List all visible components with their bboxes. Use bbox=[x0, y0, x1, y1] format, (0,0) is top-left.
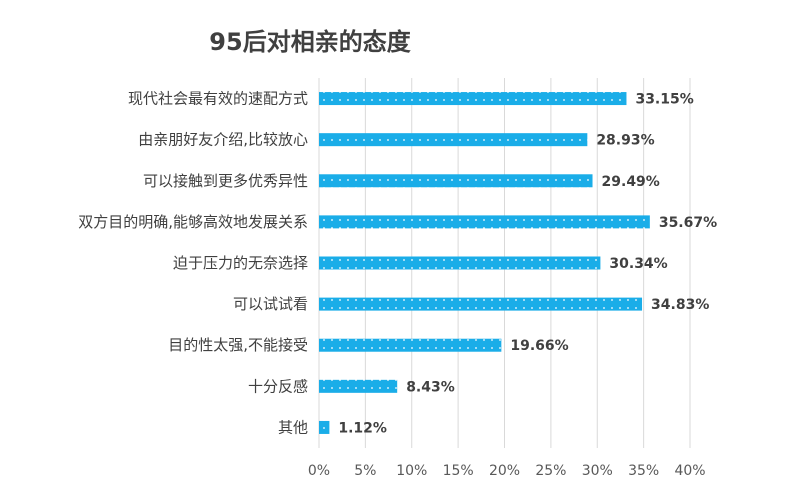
bar bbox=[319, 92, 627, 106]
data-label: 28.93% bbox=[596, 133, 654, 149]
category-label: 十分反感 bbox=[248, 377, 308, 395]
x-tick-label: 25% bbox=[535, 463, 566, 479]
bar bbox=[319, 420, 330, 434]
x-tick-label: 30% bbox=[582, 463, 613, 479]
category-label: 目的性太强,不能接受 bbox=[168, 336, 308, 354]
labels: 0% 5% 10% 15% 20% 25% 30% 35% 40% 现代社会最有效的速配方式 33.… bbox=[78, 90, 717, 479]
bars bbox=[319, 92, 650, 434]
bar bbox=[319, 379, 398, 393]
x-tick-label: 35% bbox=[628, 463, 659, 479]
category-label: 由亲朋好友介绍,比较放心 bbox=[138, 131, 308, 149]
x-tick-label: 40% bbox=[674, 463, 705, 479]
data-label: 35.67% bbox=[659, 215, 717, 231]
category-label: 双方目的明确,能够高效地发展关系 bbox=[78, 213, 308, 231]
x-tick-label: 15% bbox=[443, 463, 474, 479]
data-label: 19.66% bbox=[510, 338, 568, 354]
x-tick-label: 5% bbox=[354, 463, 376, 479]
chart-title: 95后对相亲的态度 bbox=[209, 28, 411, 56]
x-tick-label: 0% bbox=[308, 463, 330, 479]
data-label: 30.34% bbox=[609, 256, 667, 272]
bar bbox=[319, 215, 650, 229]
data-label: 29.49% bbox=[602, 174, 660, 190]
data-label: 8.43% bbox=[406, 379, 455, 395]
data-label: 34.83% bbox=[651, 297, 709, 313]
data-label: 1.12% bbox=[338, 420, 387, 436]
category-label: 可以接触到更多优秀异性 bbox=[143, 172, 308, 190]
category-label: 现代社会最有效的速配方式 bbox=[128, 90, 308, 108]
bar bbox=[319, 174, 593, 188]
bar bbox=[319, 338, 502, 352]
category-label: 迫于压力的无奈选择 bbox=[173, 254, 308, 272]
x-tick-label: 20% bbox=[489, 463, 520, 479]
x-tick-label: 10% bbox=[396, 463, 427, 479]
bar bbox=[319, 297, 643, 311]
category-label: 其他 bbox=[278, 418, 308, 436]
bar bbox=[319, 256, 601, 270]
bar bbox=[319, 133, 588, 147]
data-label: 33.15% bbox=[635, 92, 693, 108]
category-label: 可以试试看 bbox=[233, 295, 308, 313]
